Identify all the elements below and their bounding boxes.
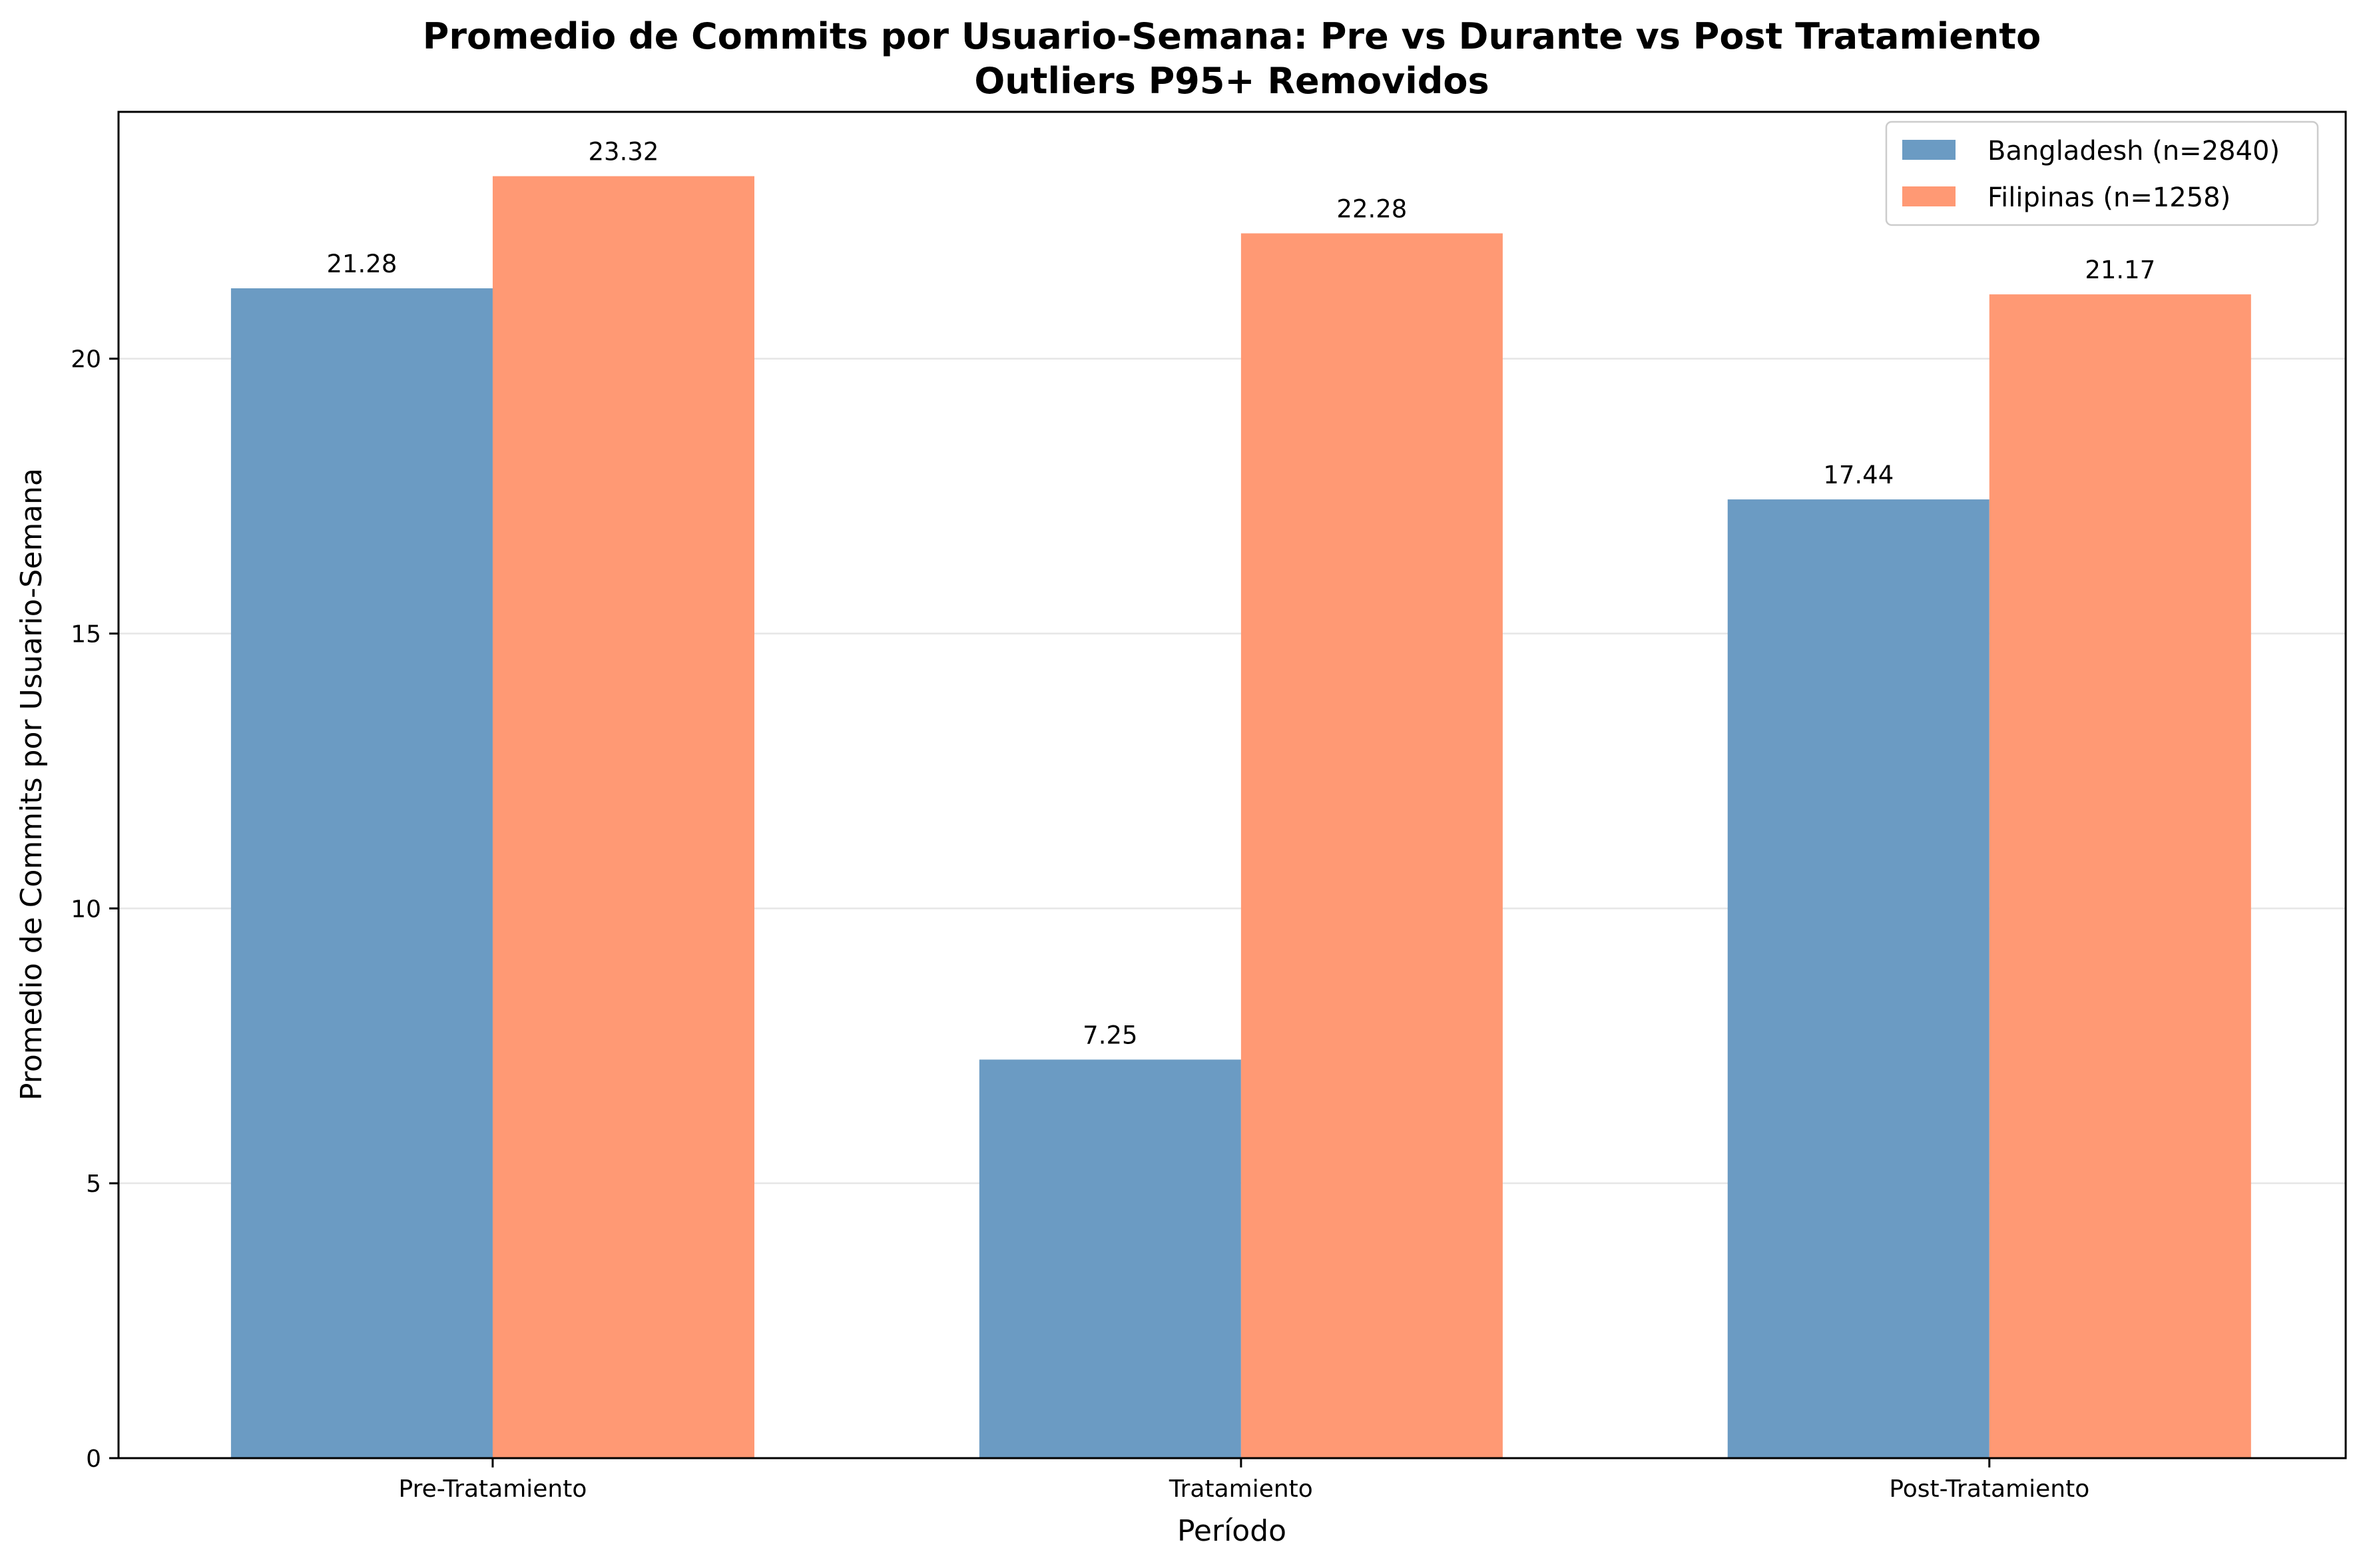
y-axis-label: Promedio de Commits por Usuario-Semana (15, 468, 49, 1101)
chart-subtitle: Outliers P95+ Removidos (974, 60, 1489, 102)
legend-label-bangladesh: Bangladesh (n=2840) (1987, 136, 2280, 166)
data-label-bangladesh-post-tratamiento: 17.44 (1823, 461, 1894, 489)
legend: Bangladesh (n=2840) Filipinas (n=1258) (1885, 121, 2319, 226)
y-tick-label-10: 10 (71, 896, 101, 923)
legend-swatch-bangladesh (1902, 140, 1956, 160)
legend-label-filipinas: Filipinas (n=1258) (1987, 182, 2231, 213)
data-label-bangladesh-tratamiento: 7.25 (1083, 1021, 1137, 1049)
bars (230, 176, 2251, 1459)
data-label-filipinas-pre-tratamiento: 23.32 (589, 138, 659, 166)
bar-filipinas-pre-tratamiento (492, 176, 754, 1459)
y-tick-label-0: 0 (86, 1445, 101, 1473)
bar-bangladesh-pre-tratamiento (230, 288, 493, 1458)
legend-swatch-filipinas (1902, 186, 1956, 206)
legend-frame (1885, 121, 2319, 226)
data-labels: 21.28 23.32 7.25 22.28 17.44 21.17 (326, 138, 2155, 1050)
y-tick-label-15: 15 (71, 621, 101, 649)
chart-title: Promedio de Commits por Usuario-Semana: … (423, 15, 2041, 57)
axes: 0 5 10 15 20 Pre-Tratamiento Tratamiento Post-T… (71, 111, 2347, 1503)
x-tick-label-tratamiento: Tratamiento (1169, 1475, 1313, 1503)
y-tick-label-20: 20 (71, 346, 101, 374)
bar-bangladesh-tratamiento (979, 1059, 1241, 1458)
x-tick-label-pre-tratamiento: Pre-Tratamiento (399, 1475, 587, 1503)
bar-bangladesh-post-tratamiento (1727, 499, 1989, 1458)
plot-frame (117, 111, 2347, 1459)
data-label-bangladesh-pre-tratamiento: 21.28 (326, 250, 397, 278)
bar-filipinas-post-tratamiento (1989, 294, 2251, 1458)
x-tick-label-post-tratamiento: Post-Tratamiento (1889, 1475, 2089, 1503)
data-label-filipinas-post-tratamiento: 21.17 (2085, 256, 2155, 284)
x-axis-label: Período (1177, 1514, 1286, 1548)
y-tick-label-5: 5 (86, 1171, 101, 1198)
bar-filipinas-tratamiento (1240, 233, 1503, 1458)
data-label-filipinas-tratamiento: 22.28 (1336, 194, 1407, 223)
